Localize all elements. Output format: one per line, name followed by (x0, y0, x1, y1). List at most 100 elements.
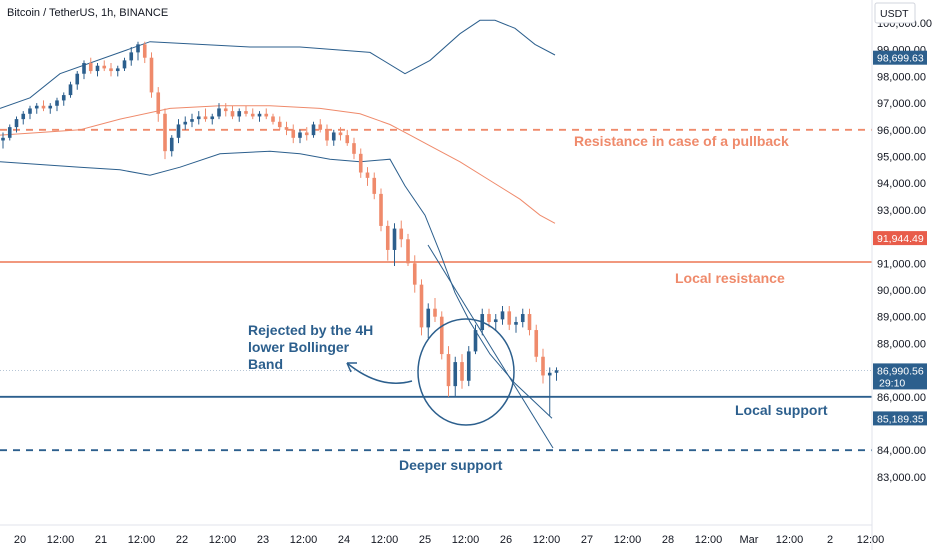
candle (514, 316, 518, 333)
candle-body (21, 113, 26, 120)
time-axis[interactable]: 20 12:00 21 12:00 22 12:00 23 12:00 24 12:00 25 12:… (0, 524, 884, 546)
candle (419, 279, 424, 336)
candle-body (352, 143, 356, 154)
time-tick-label: 23 (257, 534, 269, 546)
candle (163, 108, 167, 160)
candle (61, 92, 66, 106)
candle (48, 103, 53, 114)
candle-body (115, 68, 120, 72)
price-badge-value: 85,189.35 (877, 413, 924, 425)
candle-body (190, 119, 194, 122)
candle (196, 111, 201, 125)
bollinger-bands (0, 19, 556, 419)
candle (291, 124, 296, 144)
candle (7, 124, 12, 141)
time-tick-label: 2 (827, 534, 833, 546)
candle-body (304, 132, 309, 136)
price-tick-label: 98,000.00 (877, 71, 926, 83)
price-badge-value: 86,990.56 (877, 365, 924, 377)
currency-box[interactable]: USDT (874, 2, 916, 24)
candle (95, 63, 100, 77)
candle (446, 346, 451, 397)
candle (277, 116, 282, 130)
time-tick-label: 12:00 (695, 534, 723, 546)
candle (527, 308, 532, 336)
level-label-local-support: Local support (735, 402, 828, 418)
price-badge-value: 91,944.49 (877, 233, 924, 245)
candle (156, 87, 161, 122)
candle (493, 314, 498, 331)
candle-body (122, 60, 127, 69)
time-tick-label: 20 (14, 534, 26, 546)
candle (412, 255, 417, 293)
candle (129, 47, 134, 66)
time-tick-label: 12:00 (776, 534, 804, 546)
candle (223, 103, 228, 117)
candle-body (514, 322, 518, 325)
candle (28, 105, 32, 120)
candle-body (75, 73, 80, 85)
candle-body (466, 351, 471, 381)
drawings (346, 244, 554, 449)
level-label-deeper-support: Deeper support (399, 457, 503, 473)
candle-body (385, 225, 390, 250)
bollinger-middle (0, 105, 556, 224)
candle (14, 116, 19, 133)
candle-body (183, 121, 188, 125)
candle (318, 119, 323, 133)
candle (271, 113, 275, 125)
candle-body (149, 57, 154, 93)
candle-body (325, 129, 329, 141)
candle (304, 127, 309, 141)
rejection-note-line3: Band (248, 356, 283, 372)
candle (311, 121, 316, 138)
price-badge (873, 231, 927, 246)
candle (41, 100, 46, 112)
rejection-note-line1: Rejected by the 4H (248, 322, 373, 338)
candle-body (487, 314, 491, 323)
price-badge (873, 411, 927, 426)
time-tick-label: 12:00 (533, 534, 561, 546)
candle-body (311, 124, 316, 136)
price-badge-countdown: 29:10 (879, 377, 905, 389)
candle-body (446, 354, 451, 387)
candle-body (7, 127, 12, 138)
time-tick-label: 12:00 (452, 534, 480, 546)
candle-body (298, 132, 302, 138)
time-tick-label: 26 (500, 534, 512, 546)
candle (372, 172, 377, 200)
candle-body (534, 330, 539, 357)
level-label-local-resistance: Local resistance (675, 270, 785, 286)
candle (203, 108, 208, 122)
candle-body (41, 105, 46, 109)
time-tick-label: 28 (662, 534, 674, 546)
candle (237, 108, 242, 122)
candle-body (318, 124, 323, 130)
candle (102, 60, 107, 72)
candle (68, 81, 73, 98)
currency-label: USDT (880, 8, 909, 20)
level-lines (0, 128, 872, 452)
candle-body (460, 362, 464, 381)
price-axis[interactable]: 100,000.0099,000.0098,000.0097,000.0096,… (871, 0, 932, 550)
price-tick-label: 84,000.00 (877, 445, 926, 457)
candle (439, 311, 444, 360)
candle (331, 129, 336, 146)
candle-body (331, 132, 336, 141)
price-tick-label: 86,000.00 (877, 392, 926, 404)
time-tick-label: Mar (740, 534, 759, 546)
candle-body (217, 108, 221, 117)
time-tick-label: 12:00 (128, 534, 156, 546)
candle (466, 346, 471, 387)
candle (1, 132, 5, 149)
candle (345, 129, 350, 146)
candle-body (176, 124, 181, 138)
price-tick-label: 94,000.00 (877, 178, 926, 190)
bollinger-lower (0, 150, 553, 419)
candle-body (554, 370, 559, 373)
candle (176, 119, 181, 144)
rejection-circle (417, 318, 515, 426)
candle-body (68, 84, 73, 96)
